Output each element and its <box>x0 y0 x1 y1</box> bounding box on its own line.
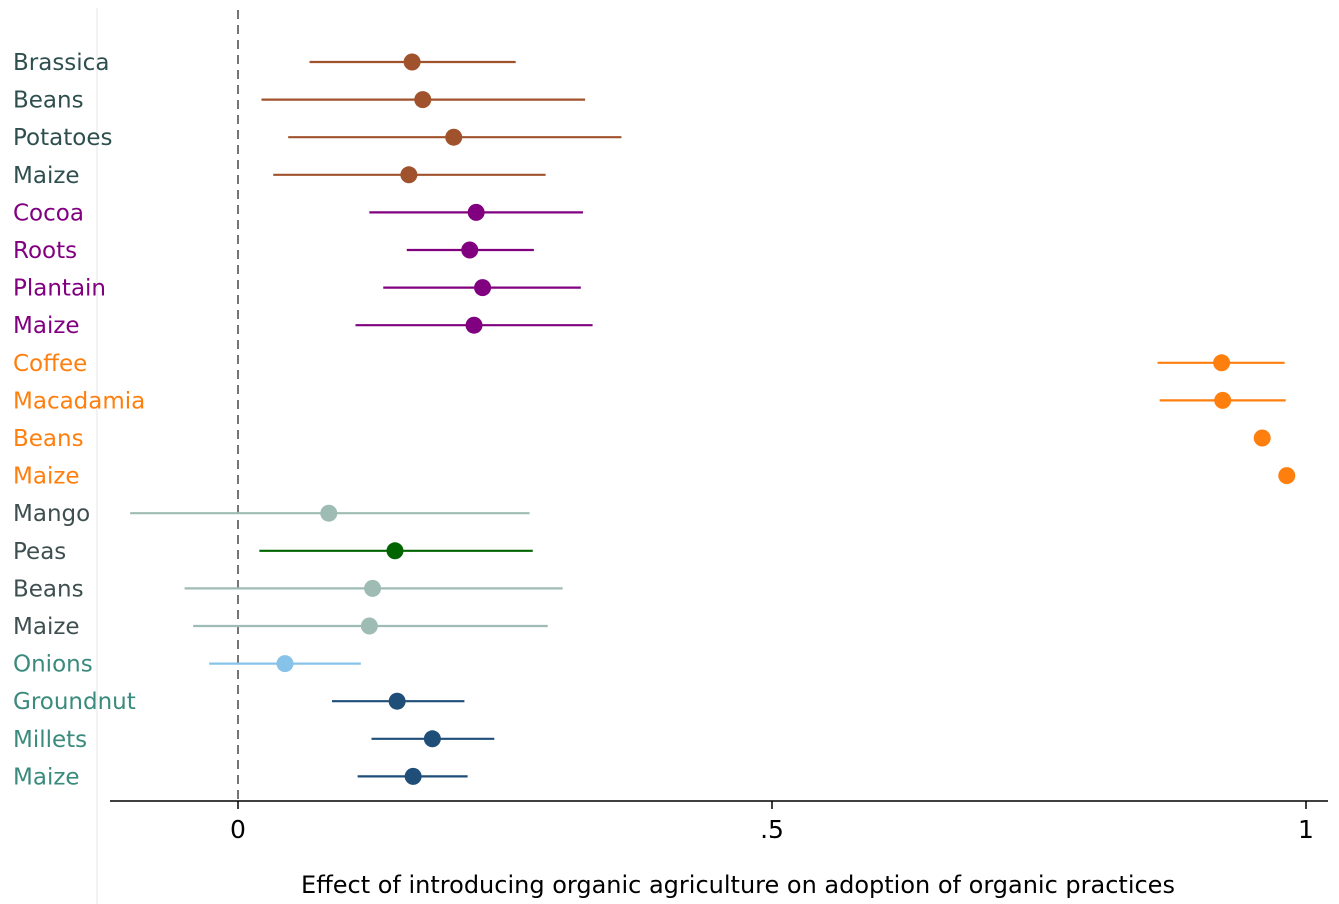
row-label: Maize <box>13 163 80 189</box>
point-estimate <box>461 241 479 259</box>
row-label: Millets <box>13 727 87 753</box>
row-label: Maize <box>13 764 80 790</box>
point-estimate <box>320 504 338 522</box>
row-label: Cocoa <box>13 200 84 226</box>
point-estimate <box>1278 467 1296 485</box>
point-estimate <box>364 579 382 597</box>
point-estimate <box>388 692 406 710</box>
estimates-layer <box>130 53 1296 785</box>
point-estimate <box>400 166 418 184</box>
point-estimate <box>474 279 492 297</box>
row-label: Macadamia <box>13 388 145 414</box>
x-axis-ticks: 0.5 1 <box>230 801 1314 844</box>
row-label: Mango <box>13 501 90 527</box>
point-estimate <box>467 203 485 221</box>
x-tick-label: 1 <box>1298 815 1314 844</box>
point-estimate <box>386 542 404 560</box>
row-label: Groundnut <box>13 689 136 715</box>
point-estimate <box>414 91 432 109</box>
row-label: Coffee <box>13 351 87 377</box>
x-axis-title: Effect of introducing organic agricultur… <box>301 871 1175 899</box>
point-estimate <box>360 617 378 635</box>
point-estimate <box>1214 391 1232 409</box>
row-label: Beans <box>13 576 84 602</box>
row-label: Maize <box>13 614 80 640</box>
point-estimate <box>445 128 463 146</box>
row-label: Beans <box>13 88 84 114</box>
row-label: Peas <box>13 539 66 565</box>
row-label: Roots <box>13 238 77 264</box>
point-estimate <box>465 316 483 334</box>
point-estimate <box>404 767 422 785</box>
point-estimate <box>1213 354 1231 372</box>
point-estimate <box>1253 429 1271 447</box>
x-tick-label: .5 <box>760 815 784 844</box>
row-labels: Brassica Beans Potatoes Maize Cocoa Roots Plan… <box>13 50 145 790</box>
row-label: Brassica <box>13 50 109 76</box>
row-label: Beans <box>13 426 84 452</box>
point-estimate <box>423 730 441 748</box>
row-label: Potatoes <box>13 125 112 151</box>
x-tick-label: 0 <box>230 815 246 844</box>
row-label: Plantain <box>13 276 106 302</box>
row-label: Maize <box>13 464 80 490</box>
row-label: Onions <box>13 652 93 678</box>
row-label: Maize <box>13 313 80 339</box>
point-estimate <box>276 655 294 673</box>
point-estimate <box>403 53 421 71</box>
